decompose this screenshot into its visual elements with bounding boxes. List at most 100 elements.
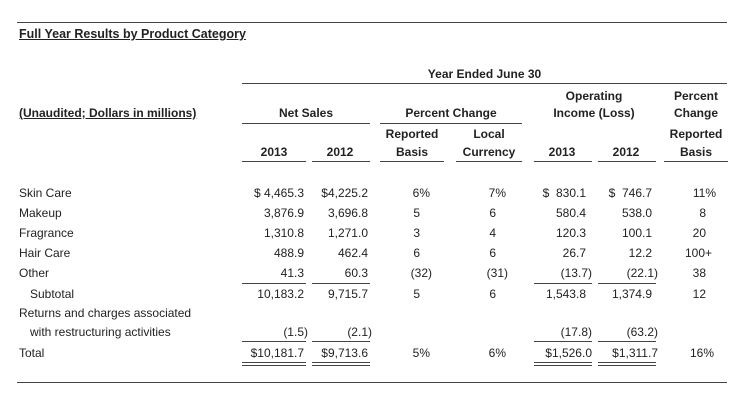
total-double-rule-ns12 — [312, 362, 370, 366]
row-label: Other — [19, 266, 50, 280]
ns13-value: $10,181.7 — [250, 346, 304, 360]
oi12-value: $1,311.7 — [612, 346, 658, 360]
loc-value: 6 — [489, 287, 496, 301]
subtotal-rule-oi12 — [598, 283, 656, 284]
pct-value: 8 — [699, 206, 706, 220]
oi12-value: (63.2) — [626, 325, 658, 339]
col-rule-oi13 — [534, 161, 592, 162]
row-label: Skin Care — [19, 186, 72, 200]
loc-value: 7% — [488, 186, 506, 200]
row-label: Fragrance — [19, 226, 74, 240]
loc-value: (31) — [486, 266, 508, 280]
rep-value: 6 — [413, 246, 420, 260]
ns13-value: 3,876.9 — [263, 206, 304, 220]
row-label: Returns and charges associated — [19, 306, 192, 320]
total-rule-oi12 — [598, 341, 656, 342]
total-double-rule-oi13 — [534, 362, 592, 366]
oi13-value: $ 830.1 — [542, 186, 586, 200]
ns13-value: 488.9 — [273, 246, 304, 260]
subtotal-rule-ns12 — [312, 283, 370, 284]
col-rule-ns13 — [242, 161, 306, 162]
row-label: Subtotal — [30, 287, 75, 301]
reported2-header: Reported — [669, 127, 723, 141]
table-row: Other 41.3 60.3 (32) (31) (13.7) (22.1) … — [0, 266, 749, 284]
oi13-value: 120.3 — [555, 226, 586, 240]
oi12-value: 12.2 — [628, 246, 652, 260]
rep-value: 5 — [413, 287, 420, 301]
unaudited-label: (Unaudited; Dollars in millions) — [19, 106, 197, 120]
ns12-value: 60.3 — [344, 266, 368, 280]
col-rule-oi12 — [598, 161, 656, 162]
loc-value: 6 — [489, 206, 496, 220]
oi-2013-header: 2013 — [548, 145, 576, 159]
ns-2013-header: 2013 — [260, 145, 288, 159]
currency-header: Currency — [462, 145, 516, 159]
table-row: Total $10,181.7 $9,713.6 5% 6% $1,526.0 … — [0, 346, 749, 364]
pct-value: 16% — [689, 346, 714, 360]
ns13-value: (1.5) — [283, 325, 308, 339]
total-rule-oi13 — [534, 341, 592, 342]
oi13-value: 580.4 — [555, 206, 586, 220]
loc-value: 4 — [489, 226, 496, 240]
percent-change-rule — [380, 123, 522, 124]
year-ended-header: Year Ended June 30 — [427, 67, 542, 81]
total-double-rule-oi12 — [598, 362, 656, 366]
col-rule-rep — [380, 161, 444, 162]
rep-value: (32) — [410, 266, 432, 280]
year-ended-rule — [242, 83, 727, 84]
ns12-value: 3,696.8 — [327, 206, 368, 220]
col-rule-ns12 — [312, 161, 370, 162]
total-double-rule-ns13 — [242, 362, 306, 366]
local-header: Local — [473, 127, 505, 141]
col-rule-loc — [456, 161, 522, 162]
ns-2012-header: 2012 — [326, 145, 354, 159]
table-row: Returns and charges associated with rest… — [0, 306, 749, 342]
oi12-value: 100.1 — [621, 226, 652, 240]
table-row: Skin Care $ 4,465.3 $4,225.2 6% 7% $ 830… — [0, 186, 749, 204]
ns13-value: 10,183.2 — [257, 287, 304, 301]
oi12-value: 538.0 — [621, 206, 652, 220]
basis2-header: Basis — [679, 145, 713, 159]
table-title: Full Year Results by Product Category — [19, 27, 246, 41]
rep-value: 6% — [412, 186, 430, 200]
ns12-value: $9,713.6 — [321, 346, 368, 360]
percent-change-header: Percent Change — [405, 106, 497, 120]
ns12-value: (2.1) — [347, 325, 372, 339]
bottom-rule — [17, 382, 727, 383]
loc-value: 6 — [489, 246, 496, 260]
change-header: Change — [673, 106, 718, 120]
ns12-value: 1,271.0 — [327, 226, 368, 240]
ns13-value: 1,310.8 — [263, 226, 304, 240]
reported-header: Reported — [385, 127, 439, 141]
operating-header: Operating — [565, 89, 623, 103]
oi-2012-header: 2012 — [612, 145, 640, 159]
subtotal-rule-oi13 — [534, 283, 592, 284]
row-label: Makeup — [19, 206, 62, 220]
ns12-value: 462.4 — [337, 246, 368, 260]
loc-value: 6% — [488, 346, 506, 360]
row-label: Hair Care — [19, 246, 71, 260]
oi13-value: (17.8) — [560, 325, 592, 339]
table-row: Subtotal 10,183.2 9,715.7 5 6 1,543.8 1,… — [0, 287, 749, 305]
total-rule-ns13 — [242, 341, 306, 342]
rep-value: 3 — [413, 226, 420, 240]
oi12-value: $ 746.7 — [608, 186, 652, 200]
ns13-value: $ 4,465.3 — [253, 186, 304, 200]
ns12-value: $4,225.2 — [321, 186, 368, 200]
table-row: Makeup 3,876.9 3,696.8 5 6 580.4 538.0 8 — [0, 206, 749, 224]
pct-value: 12 — [692, 287, 706, 301]
oi13-value: 1,543.8 — [545, 287, 586, 301]
oi13-value: $1,526.0 — [545, 346, 592, 360]
net-sales-header: Net Sales — [278, 106, 334, 120]
ns13-value: 41.3 — [280, 266, 304, 280]
oi13-value: 26.7 — [562, 246, 586, 260]
table-row: Fragrance 1,310.8 1,271.0 3 4 120.3 100.… — [0, 226, 749, 244]
total-rule-ns12 — [312, 341, 370, 342]
col-rule-pct — [664, 161, 728, 162]
pct-value: 100+ — [684, 246, 712, 260]
percent-header: Percent — [673, 89, 719, 103]
oi13-value: (13.7) — [560, 266, 592, 280]
pct-value: 20 — [692, 226, 706, 240]
top-rule — [17, 22, 727, 23]
pct-value: 11% — [692, 186, 716, 200]
